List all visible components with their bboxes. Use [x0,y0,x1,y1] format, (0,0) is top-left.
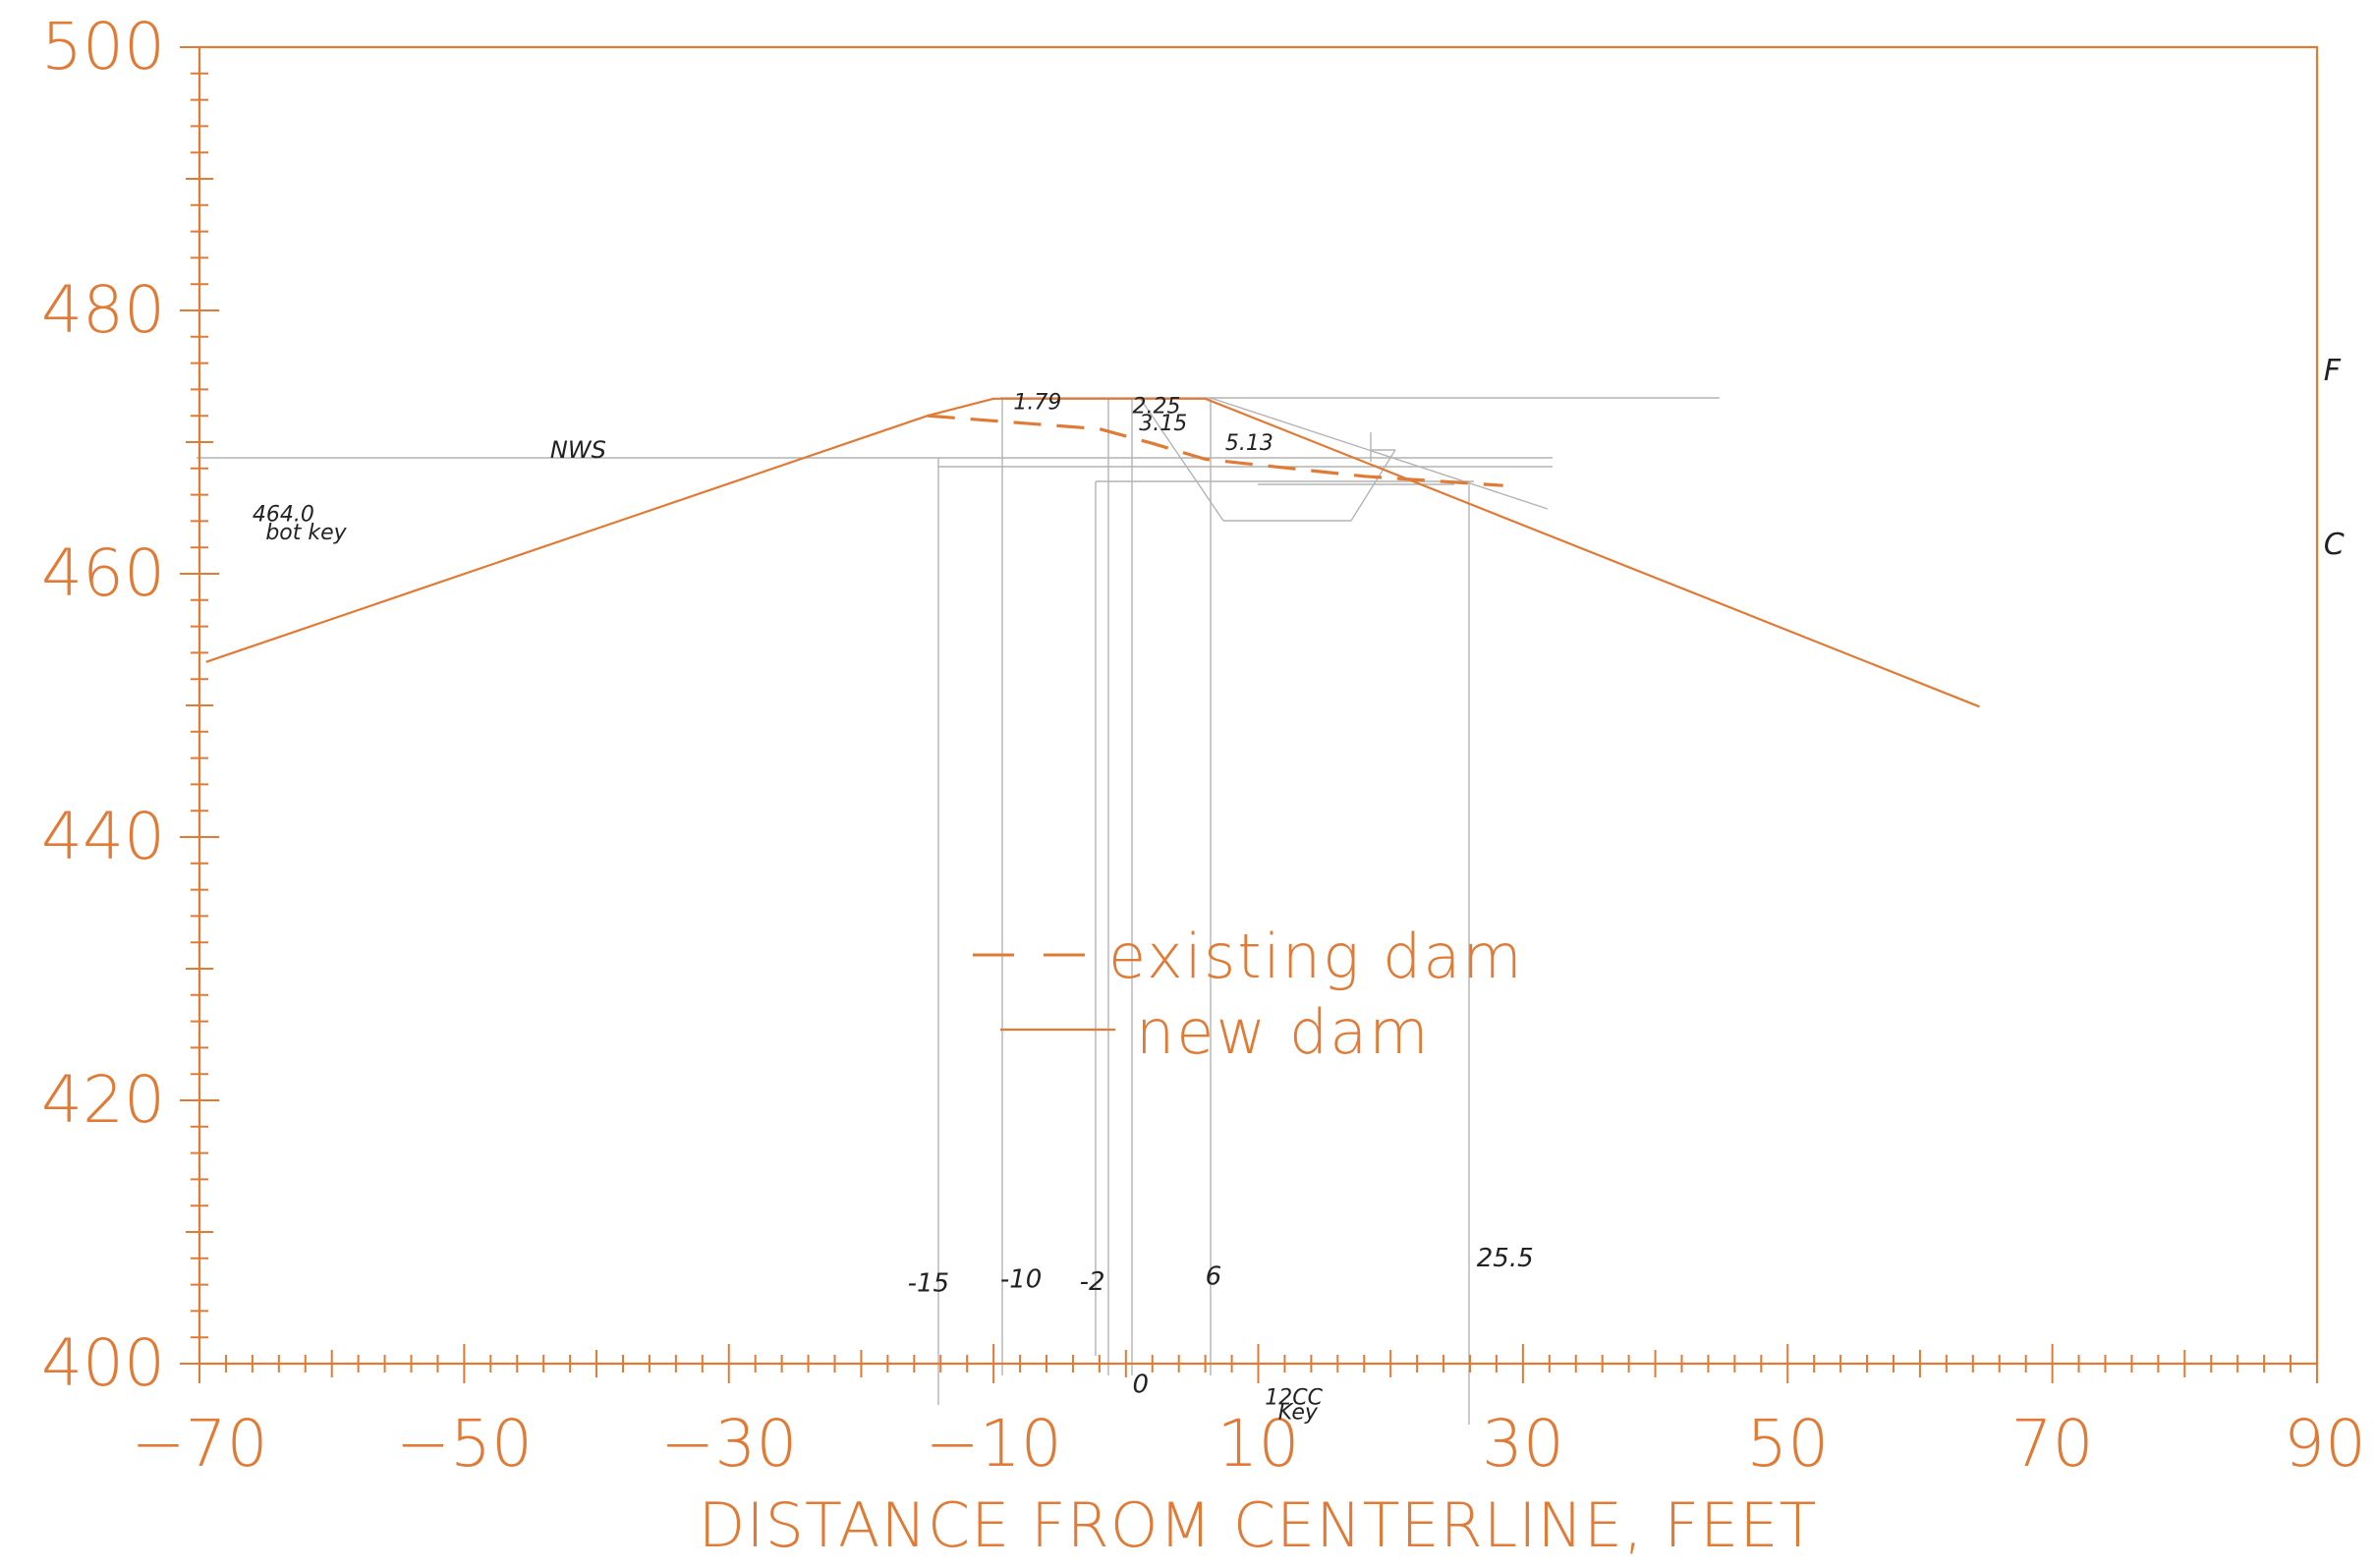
annotation: bot key [265,521,347,545]
annotation: NWS [550,436,606,464]
annotation: 0 [1133,1370,1150,1399]
annotation: 12CC [1265,1386,1323,1411]
x-axis-tick-labels: −70 −50 −30 −10 10 30 50 70 90 [131,1406,2366,1482]
data-series [205,397,1980,708]
x-tick-label: −70 [131,1406,267,1482]
annotation: -15 [908,1268,949,1298]
annotation: -10 [1000,1264,1042,1294]
x-axis-label: DISTANCE FROM CENTERLINE, FEET [699,1489,1818,1561]
series-new-dam [205,397,1980,708]
legend-label-new: new dam [1136,996,1431,1068]
y-axis-tick-labels: 500 480 460 440 420 400 [41,9,165,1401]
legend: existing dam new dam [973,921,1524,1068]
x-tick-label: −50 [396,1406,533,1482]
x-tick-label: −30 [660,1406,797,1482]
annotation: Key [1278,1400,1319,1425]
annotation: 464.0 [253,502,314,527]
x-tick-label: −10 [925,1406,1061,1482]
y-tick-label: 500 [41,9,165,84]
annotation: F [2324,354,2342,388]
x-tick-label: 10 [1217,1406,1300,1482]
annotation: 25.5 [1477,1244,1534,1273]
y-tick-label: 480 [41,272,165,348]
legend-label-existing: existing dam [1108,921,1524,992]
annotation: 5.13 [1225,431,1273,456]
x-tick-label: 30 [1482,1406,1564,1482]
series-existing-dam [927,414,1503,487]
y-axis-ticks [180,46,219,1365]
x-axis-ticks [198,1344,2318,1383]
x-tick-label: 90 [2284,1406,2366,1482]
annotation: -2 [1080,1267,1105,1297]
y-tick-label: 460 [41,535,165,611]
annotation: C [2324,528,2345,562]
annotation: 3.15 [1139,412,1187,436]
pencil-construction-lines [197,397,1720,1425]
annotation: 2.25 [1133,395,1181,420]
y-tick-label: 420 [41,1062,165,1138]
y-tick-label: 400 [41,1325,165,1401]
y-tick-label: 440 [41,799,165,874]
x-tick-label: 70 [2011,1406,2094,1482]
annotation: 1.79 [1013,391,1061,416]
annotation: 6 [1206,1262,1222,1292]
plot-frame [198,45,2319,1366]
x-tick-label: 50 [1746,1406,1829,1482]
